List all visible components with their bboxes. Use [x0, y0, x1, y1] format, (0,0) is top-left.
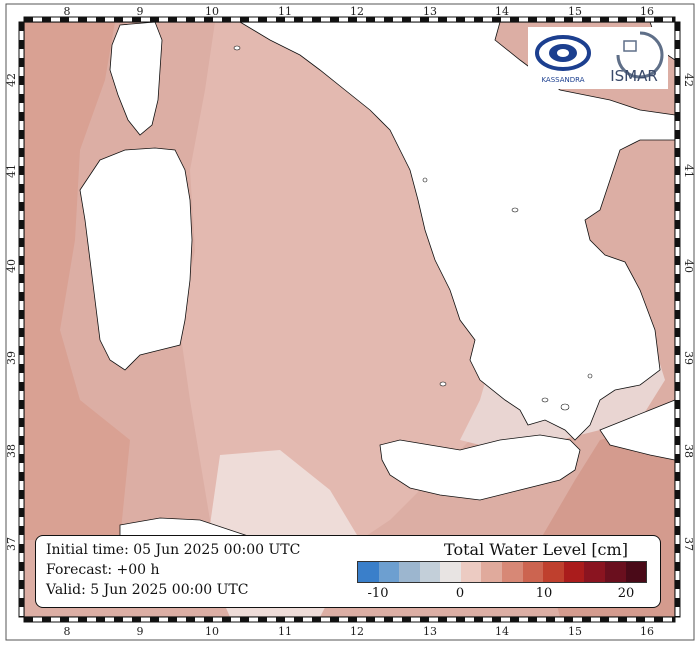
- colorbar-swatch: [604, 562, 626, 582]
- lon-label-top: 13: [423, 5, 437, 18]
- lat-label-left: 37: [5, 537, 18, 551]
- colorbar-swatch: [584, 562, 605, 582]
- lon-label-bottom: 9: [137, 625, 144, 638]
- map-outer-frame: [5, 3, 695, 641]
- lat-label-right: 39: [682, 351, 695, 365]
- colorbar-tick-label: -10: [367, 586, 389, 601]
- island-aeolian-3: [587, 373, 593, 379]
- lat-label-left: 42: [5, 73, 18, 87]
- lon-label-top: 15: [568, 5, 582, 18]
- info-legend-box: Initial time: 05 Jun 2025 00:00 UTC Fore…: [35, 535, 661, 608]
- kassandra-logo-icon: KASSANDRA: [535, 35, 591, 84]
- lon-label-bottom: 10: [205, 625, 219, 638]
- colorbar-swatch: [502, 562, 523, 582]
- lat-label-right: 40: [682, 259, 695, 273]
- colorbar-tick-label: 20: [617, 586, 635, 601]
- island-aeolian-1: [541, 397, 549, 403]
- colorbar-swatch: [625, 562, 647, 582]
- colorbar-swatch: [460, 562, 482, 582]
- lat-label-left: 40: [5, 259, 18, 273]
- lat-label-left: 41: [5, 164, 18, 178]
- lon-label-bottom: 16: [640, 625, 654, 638]
- land-sicily: [379, 434, 581, 501]
- lon-label-top: 8: [64, 5, 71, 18]
- colorbar-swatch: [543, 562, 564, 582]
- lon-label-top: 12: [350, 5, 364, 18]
- sea-west-band: [24, 22, 130, 540]
- land-sardinia: [79, 147, 193, 371]
- valid-time-text: Valid: 5 Jun 2025 00:00 UTC: [46, 582, 249, 598]
- lat-label-right: 42: [682, 73, 695, 87]
- lon-label-bottom: 15: [568, 625, 582, 638]
- island-ustica: [439, 381, 447, 387]
- lat-label-right: 41: [682, 164, 695, 178]
- logo-area: KASSANDRA ISMAR: [528, 27, 668, 89]
- lon-label-bottom: 13: [423, 625, 437, 638]
- colorbar-swatch: [522, 562, 544, 582]
- island-ponza: [422, 177, 428, 183]
- colorbar-swatch: [358, 562, 379, 582]
- colorbar-tick-label: 0: [455, 586, 465, 601]
- lon-label-top: 10: [205, 5, 219, 18]
- lat-label-left: 38: [5, 444, 18, 458]
- colorbar-title: Total Water Level [cm]: [444, 540, 628, 559]
- lon-label-bottom: 14: [495, 625, 509, 638]
- island-elba: [233, 45, 241, 51]
- lon-label-top: 9: [137, 5, 144, 18]
- lon-label-bottom: 12: [350, 625, 364, 638]
- lat-label-right: 38: [682, 444, 695, 458]
- island-aeolian-2: [560, 403, 570, 411]
- colorbar-swatch: [378, 562, 400, 582]
- initial-time-text: Initial time: 05 Jun 2025 00:00 UTC: [46, 542, 301, 558]
- land-italy: [238, 21, 676, 441]
- land-corsica: [109, 21, 163, 136]
- colorbar-swatch: [481, 562, 503, 582]
- kassandra-logo-text: KASSANDRA: [541, 76, 584, 84]
- lat-label-right: 37: [682, 537, 695, 551]
- colorbar-tick-label: 10: [535, 586, 553, 601]
- ismar-logo-text: ISMAR: [610, 67, 658, 85]
- ismar-logo-icon: ISMAR: [600, 27, 668, 89]
- lon-label-top: 16: [640, 5, 654, 18]
- island-ischia: [511, 207, 519, 213]
- colorbar-swatch: [440, 562, 461, 582]
- colorbar-swatch: [419, 562, 441, 582]
- lon-label-bottom: 8: [64, 625, 71, 638]
- colorbar: [357, 561, 647, 583]
- lon-label-bottom: 11: [278, 625, 292, 638]
- colorbar-swatch: [563, 562, 585, 582]
- lon-label-top: 11: [278, 5, 292, 18]
- lat-label-left: 39: [5, 351, 18, 365]
- lon-label-top: 14: [495, 5, 509, 18]
- forecast-text: Forecast: +00 h: [46, 562, 160, 578]
- colorbar-swatch: [399, 562, 420, 582]
